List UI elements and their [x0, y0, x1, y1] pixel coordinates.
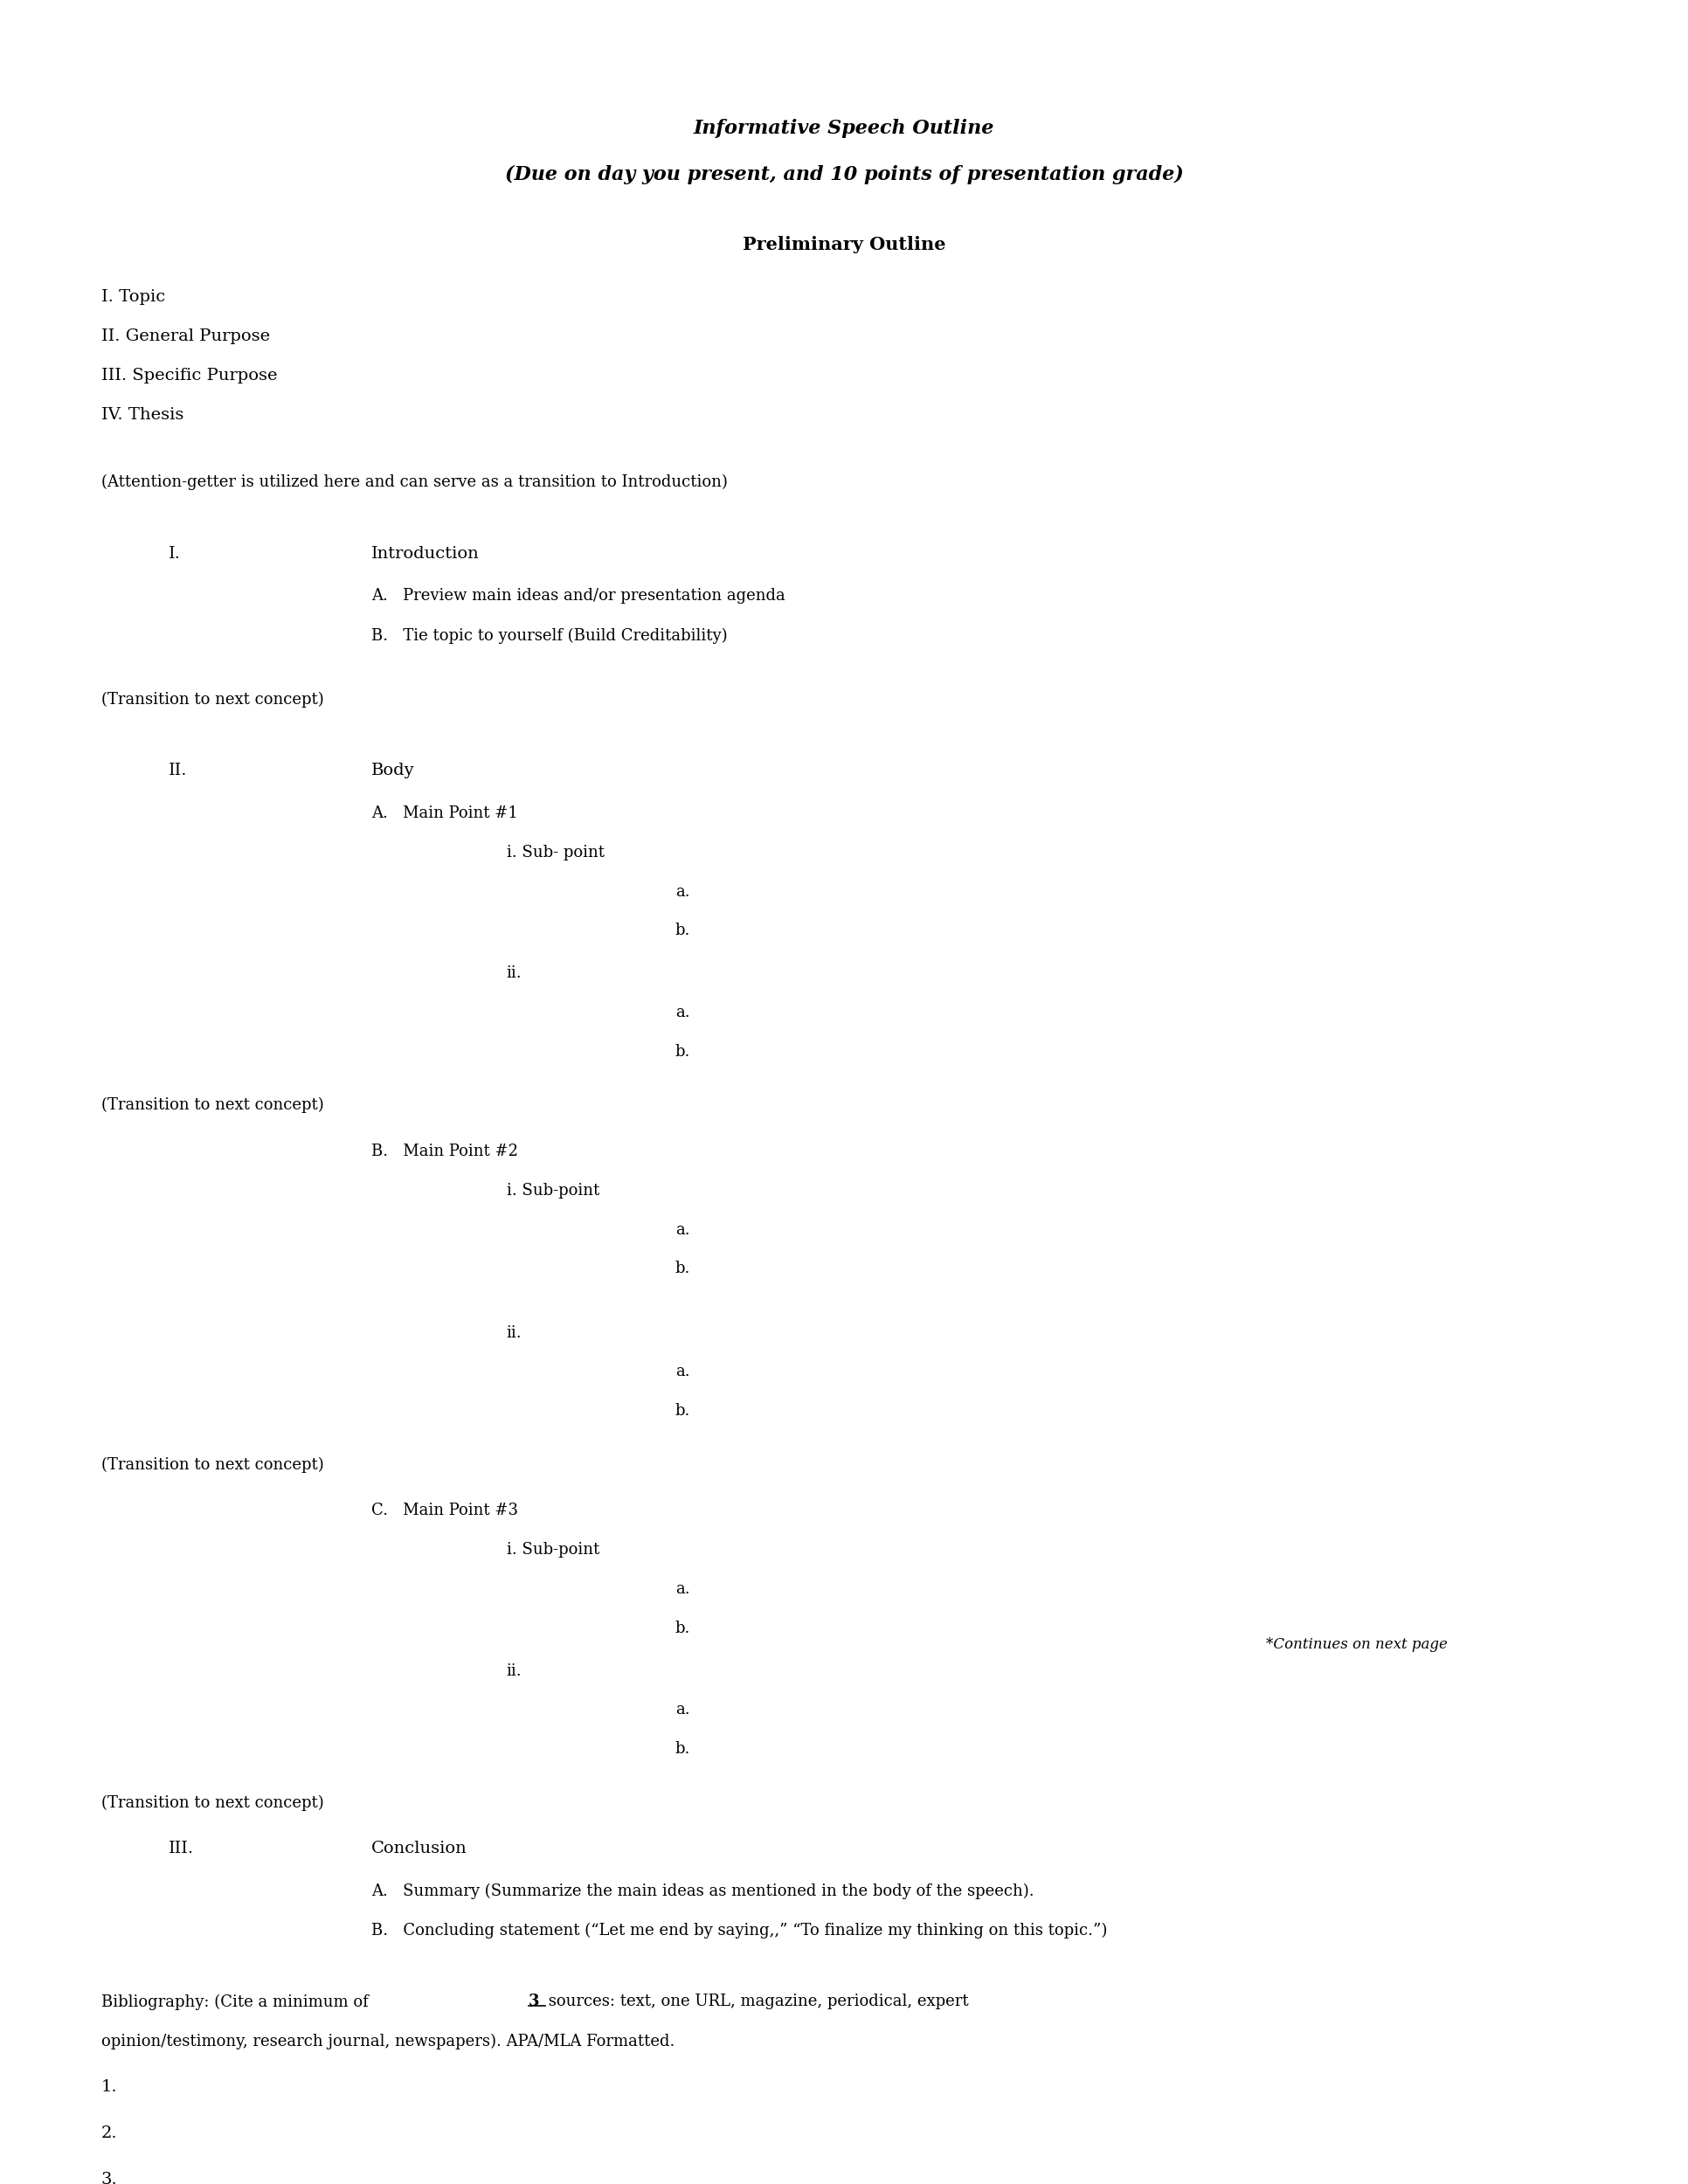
Text: b.: b.	[675, 1044, 690, 1059]
Text: (Transition to next concept): (Transition to next concept)	[101, 1096, 324, 1114]
Text: A.   Main Point #1: A. Main Point #1	[371, 806, 518, 821]
Text: Conclusion: Conclusion	[371, 1841, 468, 1856]
Text: Bibliography: (Cite a minimum of: Bibliography: (Cite a minimum of	[101, 1994, 373, 2009]
Text: II.: II.	[169, 762, 187, 778]
Text: a.: a.	[675, 1005, 690, 1020]
Text: b.: b.	[675, 1404, 690, 1420]
Text: sources: text, one URL, magazine, periodical, expert: sources: text, one URL, magazine, period…	[544, 1994, 969, 2009]
Text: *Continues on next page: *Continues on next page	[1266, 1638, 1448, 1651]
Text: (Transition to next concept): (Transition to next concept)	[101, 1457, 324, 1472]
Text: ii.: ii.	[506, 965, 522, 981]
Text: B.   Concluding statement (“Let me end by saying,,” “To finalize my thinking on : B. Concluding statement (“Let me end by …	[371, 1922, 1107, 1939]
Text: b.: b.	[675, 924, 690, 939]
Text: b.: b.	[675, 1621, 690, 1636]
Text: 3.: 3.	[101, 2171, 118, 2184]
Text: b.: b.	[675, 1260, 690, 1278]
Text: IV. Thesis: IV. Thesis	[101, 406, 184, 422]
Text: A.   Preview main ideas and/or presentation agenda: A. Preview main ideas and/or presentatio…	[371, 587, 785, 605]
Text: 2.: 2.	[101, 2125, 118, 2140]
Text: Informative Speech Outline: Informative Speech Outline	[694, 118, 994, 138]
Text: Preliminary Outline: Preliminary Outline	[743, 236, 945, 253]
Text: a.: a.	[675, 1581, 690, 1597]
Text: B.   Main Point #2: B. Main Point #2	[371, 1144, 518, 1160]
Text: III. Specific Purpose: III. Specific Purpose	[101, 367, 277, 384]
Text: a.: a.	[675, 1701, 690, 1719]
Text: ii.: ii.	[506, 1326, 522, 1341]
Text: C.   Main Point #3: C. Main Point #3	[371, 1503, 518, 1518]
Text: opinion/testimony, research journal, newspapers). APA/MLA Formatted.: opinion/testimony, research journal, new…	[101, 2033, 675, 2049]
Text: i. Sub-point: i. Sub-point	[506, 1542, 599, 1557]
Text: b.: b.	[675, 1741, 690, 1758]
Text: Introduction: Introduction	[371, 546, 479, 561]
Text: 1.: 1.	[101, 2079, 118, 2094]
Text: (Due on day you present, and 10 points of presentation grade): (Due on day you present, and 10 points o…	[505, 164, 1183, 183]
Text: a.: a.	[675, 1221, 690, 1238]
Text: i. Sub- point: i. Sub- point	[506, 845, 604, 860]
Text: I. Topic: I. Topic	[101, 290, 165, 306]
Text: II. General Purpose: II. General Purpose	[101, 328, 270, 345]
Text: B.   Tie topic to yourself (Build Creditability): B. Tie topic to yourself (Build Creditab…	[371, 627, 728, 644]
Text: a.: a.	[675, 885, 690, 900]
Text: (Attention-getter is utilized here and can serve as a transition to Introduction: (Attention-getter is utilized here and c…	[101, 474, 728, 491]
Text: A.   Summary (Summarize the main ideas as mentioned in the body of the speech).: A. Summary (Summarize the main ideas as …	[371, 1883, 1035, 1900]
Text: I.: I.	[169, 546, 181, 561]
Text: (Transition to next concept): (Transition to next concept)	[101, 692, 324, 708]
Text: i. Sub-point: i. Sub-point	[506, 1182, 599, 1199]
Text: III.: III.	[169, 1841, 194, 1856]
Text: Body: Body	[371, 762, 415, 778]
Text: ii.: ii.	[506, 1662, 522, 1679]
Text: 3: 3	[528, 1994, 538, 2009]
Text: (Transition to next concept): (Transition to next concept)	[101, 1795, 324, 1811]
Text: a.: a.	[675, 1365, 690, 1380]
